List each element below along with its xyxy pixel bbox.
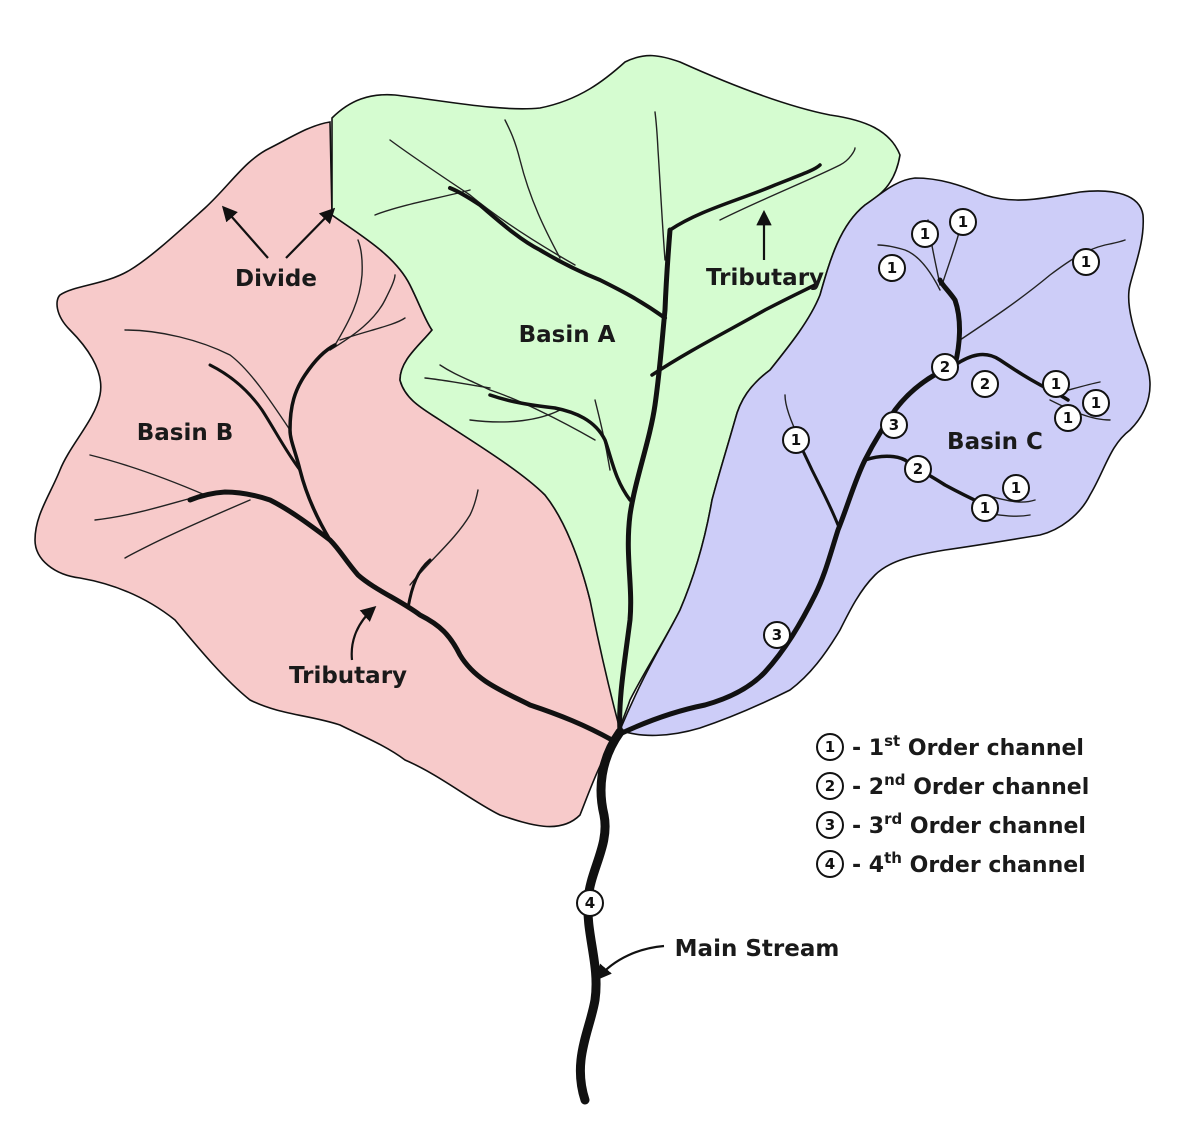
order-marker: 1: [1072, 248, 1100, 276]
legend-item: 4 - 4th Order channel: [816, 849, 1086, 878]
svg-text:2: 2: [913, 460, 923, 478]
legend-marker-number: 4: [825, 855, 835, 873]
legend-marker-number: 2: [825, 777, 835, 795]
svg-text:3: 3: [772, 626, 782, 644]
order-marker: 3: [763, 621, 791, 649]
legend-text: - 4th Order channel: [852, 849, 1086, 878]
order-marker: 4: [576, 889, 604, 917]
divide-label: Divide: [235, 266, 317, 292]
order-marker: 3: [880, 411, 908, 439]
svg-text:1: 1: [791, 431, 801, 449]
svg-text:2: 2: [940, 358, 950, 376]
legend: 1 - 1st Order channel 2 - 2nd Order channel…: [816, 732, 1089, 878]
order-marker: 2: [931, 353, 959, 381]
basin-b-label: Basin B: [137, 420, 234, 446]
order-marker: 1: [949, 208, 977, 236]
basin-a-small-streams: [374, 111, 856, 471]
order-marker: 1: [1002, 474, 1030, 502]
legend-marker: [816, 811, 844, 839]
annotation-arrows: [221, 205, 772, 981]
svg-text:1: 1: [958, 213, 968, 231]
order-marker: 1: [971, 494, 999, 522]
legend-marker: [816, 850, 844, 878]
legend-text: - 2nd Order channel: [852, 771, 1089, 800]
legend-marker-number: 1: [825, 738, 835, 756]
legend-text: - 1st Order channel: [852, 732, 1084, 761]
svg-text:1: 1: [1091, 394, 1101, 412]
legend-text: - 3rd Order channel: [852, 810, 1086, 839]
legend-marker-number: 3: [825, 816, 835, 834]
tributary-b-label: Tributary: [289, 663, 407, 689]
svg-text:4: 4: [585, 894, 595, 912]
svg-text:1: 1: [1051, 375, 1061, 393]
svg-text:1: 1: [980, 499, 990, 517]
basin-a-label: Basin A: [519, 322, 616, 348]
order-marker: 1: [911, 220, 939, 248]
basin-c-label: Basin C: [947, 429, 1043, 455]
legend-marker: [816, 772, 844, 800]
svg-text:1: 1: [1063, 409, 1073, 427]
legend-marker: [816, 733, 844, 761]
svg-text:1: 1: [1011, 479, 1021, 497]
legend-item: 1 - 1st Order channel: [816, 732, 1084, 761]
order-marker: 1: [1042, 370, 1070, 398]
svg-text:2: 2: [980, 375, 990, 393]
svg-text:1: 1: [1081, 253, 1091, 271]
order-marker: 1: [1054, 404, 1082, 432]
order-markers: 1 1 1 1 2 2 1 1 1 3 1 2 1 1 3 4: [576, 208, 1110, 917]
legend-item: 3 - 3rd Order channel: [816, 810, 1086, 839]
order-marker: 2: [904, 455, 932, 483]
svg-text:3: 3: [889, 416, 899, 434]
legend-item: 2 - 2nd Order channel: [816, 771, 1089, 800]
tributary-a-label: Tributary: [706, 265, 824, 291]
main-stream-label: Main Stream: [675, 936, 840, 962]
order-marker: 1: [1082, 389, 1110, 417]
svg-text:1: 1: [920, 225, 930, 243]
order-marker: 1: [878, 254, 906, 282]
order-marker: 2: [971, 370, 999, 398]
order-marker: 1: [782, 426, 810, 454]
svg-text:1: 1: [887, 259, 897, 277]
